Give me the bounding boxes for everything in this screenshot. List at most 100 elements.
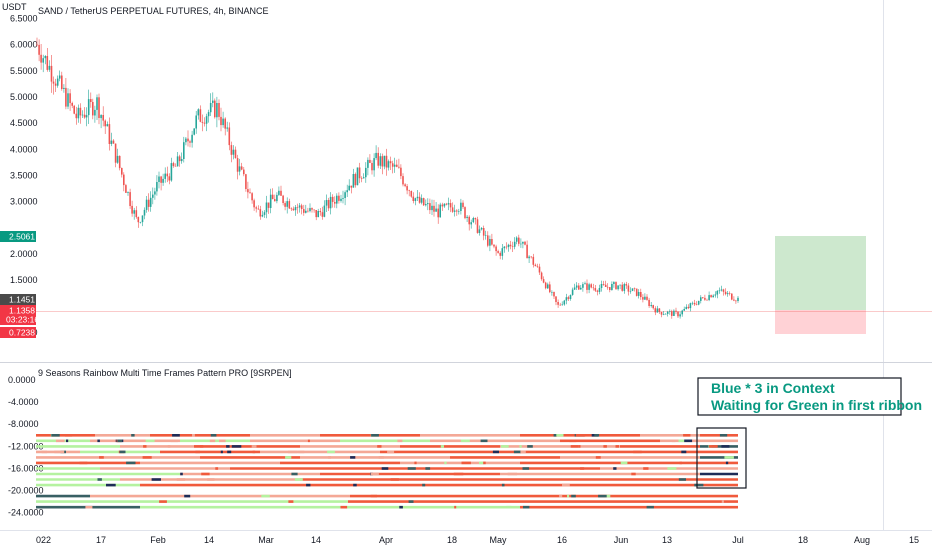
candle-body — [540, 272, 543, 280]
candle-body — [212, 100, 214, 103]
candle-body — [90, 99, 92, 102]
candle-body — [478, 229, 481, 233]
candle-body — [493, 244, 495, 247]
candle-body — [329, 196, 332, 209]
annotation-note[interactable]: Blue * 3 in Context Waiting for Green in… — [697, 377, 922, 416]
candle-body — [240, 166, 243, 170]
candle-body — [716, 290, 719, 295]
candle-body — [261, 214, 264, 217]
candle-body — [526, 244, 528, 259]
target-price-tag: 2.5061 — [0, 231, 36, 242]
candle-body — [470, 222, 472, 225]
candle-body — [482, 228, 485, 236]
time-tick-label: Aug — [854, 535, 870, 545]
candle-body — [396, 164, 398, 167]
profit-zone[interactable] — [775, 236, 866, 310]
candle-body — [313, 209, 315, 211]
candle-body — [619, 284, 621, 286]
candle-body — [259, 209, 262, 217]
candle-body — [143, 209, 146, 216]
candle-body — [209, 103, 212, 113]
candle-body — [348, 185, 350, 191]
candle-body — [362, 177, 365, 179]
candle-body — [518, 237, 520, 244]
candle-body — [156, 182, 158, 192]
candle-body — [280, 190, 282, 196]
candle-body — [456, 210, 458, 212]
candle-body — [549, 284, 551, 293]
price-tick-label: 5.0000 — [10, 92, 38, 102]
price-axis[interactable]: 6.5000 6.0000 5.5000 5.0000 4.5000 4.0000 3.50… — [10, 14, 38, 338]
candle-body — [183, 142, 185, 159]
candle-body — [422, 198, 425, 206]
currency-label: USDT — [2, 2, 27, 12]
candle-body — [180, 159, 183, 162]
candle-body — [294, 207, 297, 211]
countdown-text: 03:23:16 — [6, 315, 39, 325]
candle-body — [83, 114, 86, 118]
candle-body — [168, 176, 171, 181]
candle-body — [286, 201, 288, 207]
time-axis[interactable]: 022 17 Feb 14 Mar 14 Apr 18 May 16 Jun 13 Jul 18 Aug 15 — [36, 535, 919, 545]
candle-body — [199, 109, 202, 122]
candle-body — [36, 44, 38, 46]
note-line-2: Waiting for Green in first ribbon — [711, 397, 922, 413]
candle-body — [677, 311, 679, 317]
price-tick-label: 4.5000 — [10, 118, 38, 128]
price-tick-label: 3.5000 — [10, 171, 38, 181]
candle-body — [69, 93, 71, 104]
candle-body — [631, 288, 634, 291]
candle-body — [336, 195, 338, 204]
candle-body — [129, 192, 131, 206]
candlestick-series — [36, 37, 739, 319]
candle-body — [499, 252, 501, 256]
candle-body — [706, 299, 708, 301]
last-price-tag: 1.1358 03:23:16 — [0, 305, 39, 325]
candle-body — [125, 185, 127, 193]
candle-body — [358, 167, 361, 179]
stop-price-tag: 0.7238 — [0, 327, 36, 338]
candle-body — [305, 210, 307, 213]
candle-body — [271, 194, 274, 200]
candle-body — [303, 209, 305, 213]
candle-body — [644, 296, 646, 300]
candle-body — [406, 186, 408, 191]
candle-body — [491, 239, 493, 245]
candle-body — [547, 284, 549, 289]
candle-body — [453, 210, 456, 212]
candle-body — [367, 159, 369, 168]
candle-body — [108, 124, 111, 144]
highlight-box[interactable] — [696, 427, 747, 489]
candle-body — [292, 208, 295, 211]
candle-body — [243, 169, 245, 175]
time-tick-label: 18 — [447, 535, 457, 545]
candle-body — [580, 287, 582, 290]
candle-body — [613, 282, 615, 284]
candle-body — [197, 109, 200, 116]
candle-body — [123, 174, 125, 186]
price-tick-label: 5.5000 — [10, 66, 38, 76]
candle-body — [71, 103, 73, 106]
indicator-axis[interactable]: 0.0000 -4.0000 -8.0000 -12.0000 -16.0000 -20.… — [8, 375, 44, 518]
candle-body — [267, 202, 270, 208]
symbol-title[interactable]: SAND / TetherUS PERPETUAL FUTURES, 4h, B… — [38, 6, 269, 16]
candle-body — [360, 178, 363, 179]
candle-body — [460, 202, 462, 211]
candle-body — [247, 189, 249, 193]
candle-body — [687, 306, 690, 309]
candle-body — [290, 208, 293, 210]
candle-body — [265, 202, 268, 213]
candle-body — [346, 190, 348, 193]
candle-body — [633, 288, 636, 289]
candle-body — [118, 155, 121, 169]
indicator-title[interactable]: 9 Seasons Rainbow Multi Time Frames Patt… — [38, 368, 292, 378]
candle-body — [431, 205, 433, 211]
candle-body — [96, 97, 98, 110]
candle-body — [530, 256, 532, 258]
candle-body — [400, 167, 402, 177]
candle-body — [623, 284, 626, 291]
loss-zone[interactable] — [775, 310, 866, 334]
candle-body — [274, 199, 276, 202]
candle-body — [218, 103, 220, 117]
